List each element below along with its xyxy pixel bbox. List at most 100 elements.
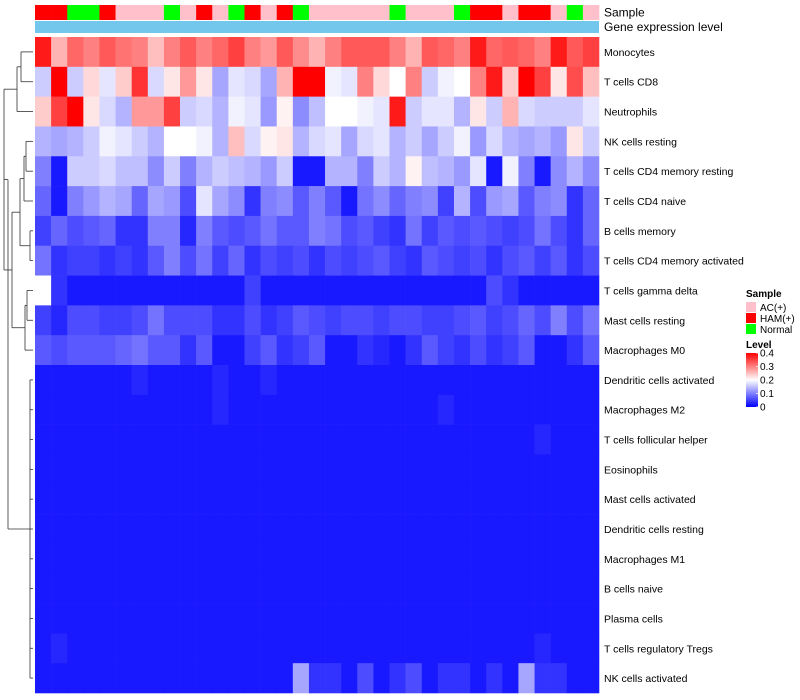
heatmap-cell [131,335,149,366]
heatmap-cell [421,603,439,634]
heatmap-cell [470,126,487,157]
gene-expression-annotation-bar [35,21,599,33]
heatmap-cell [276,514,294,545]
heatmap-cell [486,96,503,127]
heatmap-cell [518,186,535,217]
heatmap-cell [582,335,600,366]
heatmap-cell [196,96,213,127]
heatmap-cell [453,245,471,276]
heatmap-cell [405,603,423,634]
heatmap-cell [260,454,278,485]
heatmap-cell [453,514,471,545]
heatmap-cell [83,335,100,366]
heatmap-cell [83,633,100,664]
heatmap-cell [405,573,423,604]
heatmap-cell [180,454,197,485]
heatmap-cell [196,424,213,455]
heatmap-cell [486,66,503,97]
heatmap-cell [196,37,213,68]
heatmap-cell [83,365,100,396]
heatmap-cell [389,424,406,455]
heatmap-cell [147,424,165,455]
heatmap-cell [196,305,213,336]
heatmap-cell [244,186,261,217]
heatmap-cell [470,66,487,97]
heatmap-cell [389,37,406,68]
heatmap-cell [131,603,149,634]
heatmap-cell [308,126,326,157]
heatmap-cell [453,335,471,366]
row-label-t-cells-cd4-memory-resting: T cells CD4 memory resting [604,166,733,178]
heatmap-cell [260,156,278,187]
heatmap-cell [453,275,471,306]
heatmap-cell [325,275,342,306]
heatmap-cell [99,484,116,515]
heatmap-cell [276,424,294,455]
heatmap-cell [228,454,245,485]
heatmap-cell [550,245,568,276]
heatmap-cell [308,215,326,247]
heatmap-cell [308,543,326,575]
sample-annotation-cell [196,5,213,20]
row-dendrogram [3,51,33,679]
heatmap-cell [308,245,326,276]
heatmap-cell [212,514,229,545]
heatmap-cell [180,215,197,247]
heatmap-cell [518,484,535,515]
sample-annotation-cell [325,5,342,20]
heatmap-cell [212,603,229,634]
heatmap-cell [486,424,503,455]
sample-annotation-cell [163,5,181,20]
heatmap-cell [131,305,149,336]
heatmap-cell [437,424,455,455]
heatmap-cell [550,365,568,396]
heatmap-cell [180,335,197,366]
heatmap-cell [550,126,568,157]
heatmap-cell [357,394,374,425]
heatmap-cell [405,305,423,336]
row-label-neutrophils: Neutrophils [604,107,657,119]
heatmap-cell [35,245,52,276]
row-label-t-cells-follicular-helper: T cells follicular helper [604,435,708,447]
heatmap-cell [99,603,116,634]
heatmap-cell [582,275,600,306]
heatmap-cell [437,484,455,515]
heatmap-cell [325,424,342,455]
heatmap-cell [115,305,132,336]
heatmap-cell [566,96,584,127]
heatmap-cell [518,573,535,604]
heatmap-cell [453,365,471,396]
heatmap-cell [534,156,551,187]
heatmap-cell [292,126,310,157]
heatmap-cell [260,663,278,694]
heatmap-cell [357,245,374,276]
heatmap-cell [99,514,116,545]
heatmap-cell [163,484,181,515]
heatmap-cell [550,186,568,217]
heatmap-cell [51,454,68,485]
heatmap-cell [276,454,294,485]
heatmap-cell [212,305,229,336]
heatmap-cell [115,394,132,425]
heatmap-cell [502,245,519,276]
heatmap-cell [292,573,310,604]
heatmap-cell [260,186,278,217]
heatmap-cell [163,365,181,396]
heatmap-cell [147,603,165,634]
heatmap-cell [341,186,358,217]
heatmap-cell [550,543,568,575]
heatmap-cell [357,186,374,217]
sample-annotation-cell [357,5,374,20]
heatmap-cell [212,215,229,247]
heatmap-cell [180,186,197,217]
heatmap-cell [244,514,261,545]
heatmap-cell [437,126,455,157]
heatmap-cell [341,484,358,515]
heatmap-cell [228,543,245,575]
heatmap-cell [131,275,149,306]
heatmap-cell [115,633,132,664]
heatmap-cell [276,633,294,664]
heatmap-cell [99,663,116,694]
heatmap-cell [147,275,165,306]
heatmap-cell [308,454,326,485]
